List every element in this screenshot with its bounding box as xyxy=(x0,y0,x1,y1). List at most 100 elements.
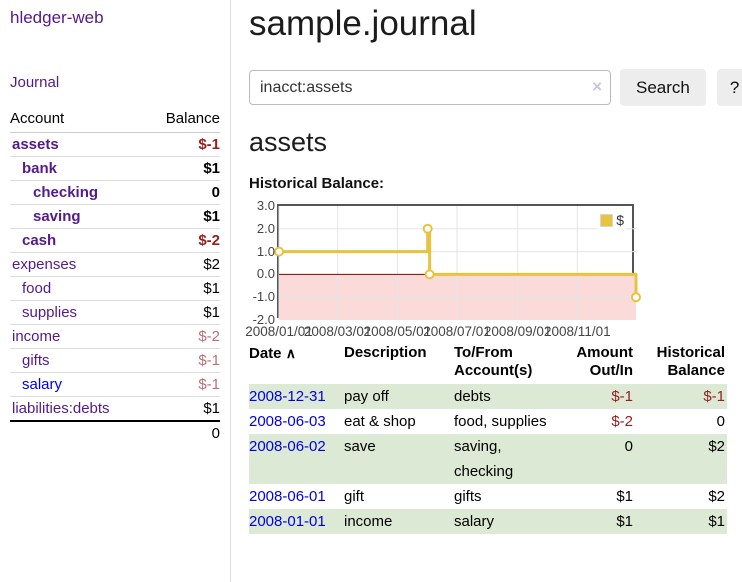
transaction-accounts: salary xyxy=(454,513,495,530)
search-input[interactable] xyxy=(249,70,611,105)
account-link-gifts[interactable]: gifts xyxy=(22,352,50,369)
main-content: sample.journal × Search ? assets Histori… xyxy=(231,0,742,582)
register-row: 2008-06-03 eat & shop food, supplies $-2… xyxy=(249,409,727,434)
chart-title: Historical Balance: xyxy=(249,175,385,192)
chart-canvas xyxy=(274,206,641,320)
sort-asc-icon: ∧ xyxy=(285,345,296,361)
transaction-description: eat & shop xyxy=(344,413,416,430)
account-balance: 0 xyxy=(145,180,220,205)
register-row: 2008-01-01 income salary $1 $1 xyxy=(249,509,727,534)
account-link-liabilities-debts[interactable]: liabilities:debts xyxy=(12,400,110,417)
transaction-accounts: gifts xyxy=(454,488,482,505)
account-link-bank[interactable]: bank xyxy=(22,160,58,177)
y-axis-tick-label: 1.0 xyxy=(256,243,275,259)
transaction-balance: $2 xyxy=(708,438,725,455)
x-axis-tick-label: 2008/07/01 xyxy=(423,324,491,339)
account-balance: $1 xyxy=(145,156,220,181)
transaction-balance: $-1 xyxy=(703,388,725,405)
account-link-cash[interactable]: cash xyxy=(22,232,57,249)
search-button[interactable]: Search xyxy=(620,69,706,106)
help-button[interactable]: ? xyxy=(716,69,742,106)
historical-balance-chart[interactable]: 3.0 2.0 1.0 0.0 -1.0 -2.0 2008/01/01 2008/03/01… xyxy=(245,198,641,339)
account-row: checking 0 xyxy=(10,180,220,205)
account-link-food[interactable]: food xyxy=(22,280,52,297)
search-box: × xyxy=(249,70,611,105)
account-link-salary[interactable]: salary xyxy=(22,376,63,393)
account-balance: $-2 xyxy=(145,228,220,253)
account-balance: $1 xyxy=(145,300,220,325)
account-link-expenses[interactable]: expenses xyxy=(12,256,77,273)
account-row: income $-2 xyxy=(10,324,220,349)
account-link-saving[interactable]: saving xyxy=(33,208,81,225)
account-balance: $1 xyxy=(145,276,220,301)
legend-swatch xyxy=(600,213,614,227)
transaction-amount: $1 xyxy=(616,513,633,530)
transaction-balance: $2 xyxy=(708,488,725,505)
register-header-balance: Historical Balance xyxy=(656,344,725,379)
account-row: food $1 xyxy=(10,276,220,301)
account-row: expenses $2 xyxy=(10,252,220,277)
x-axis-tick-label: 2008/01/01 xyxy=(245,324,313,339)
y-axis-tick-label: 0.0 xyxy=(256,266,275,282)
account-row: liabilities:debts $1 xyxy=(10,396,220,421)
clear-search-icon[interactable]: × xyxy=(592,77,602,96)
accounts-header-account: Account xyxy=(10,107,146,133)
account-link-income[interactable]: income xyxy=(12,328,61,345)
register-header-row: Date ∧ Description To/From Account(s) Am… xyxy=(249,344,727,384)
transaction-accounts: saving, checking xyxy=(454,438,514,480)
account-row: bank $1 xyxy=(10,156,220,181)
accounts-total-balance: 0 xyxy=(145,420,220,445)
register-header-date[interactable]: Date ∧ xyxy=(249,345,296,362)
accounts-table: Account Balance assets $-1 bank $1 check… xyxy=(10,107,220,445)
account-link-checking[interactable]: checking xyxy=(33,184,99,201)
accounts-total-row: 0 xyxy=(10,420,220,445)
legend-label: $ xyxy=(616,212,624,228)
account-balance: $1 xyxy=(145,396,220,421)
account-balance: $-1 xyxy=(145,372,220,397)
transaction-description: gift xyxy=(344,488,365,505)
register-header-description: Description xyxy=(344,344,427,361)
x-axis-tick-label: 2008/05/01 xyxy=(363,324,432,339)
register-row: 2008-06-01 gift gifts $1 $2 xyxy=(249,484,727,509)
transaction-description: save xyxy=(344,438,376,455)
transaction-date-link[interactable]: 2008-01-01 xyxy=(249,513,326,530)
transaction-accounts: debts xyxy=(454,388,491,405)
account-link-assets[interactable]: assets xyxy=(12,136,59,153)
accounts-header-row: Account Balance xyxy=(10,107,220,133)
account-balance: $-1 xyxy=(145,348,220,373)
transaction-amount: $-1 xyxy=(611,388,633,405)
transaction-date-link[interactable]: 2008-06-03 xyxy=(249,413,326,430)
x-axis-tick-label: 2008/11/01 xyxy=(544,324,611,339)
brand-link[interactable]: hledger-web xyxy=(10,8,104,27)
chart-legend: $ xyxy=(598,211,626,229)
y-axis-tick-label: -2.0 xyxy=(252,312,275,327)
account-link-supplies[interactable]: supplies xyxy=(22,304,78,321)
transaction-date-link[interactable]: 2008-12-31 xyxy=(249,388,326,405)
y-axis-tick-label: 3.0 xyxy=(256,198,275,213)
register-header-amount: Amount Out/In xyxy=(576,344,633,379)
register-row: 2008-12-31 pay off debts $-1 $-1 xyxy=(249,384,727,409)
transaction-amount: $-2 xyxy=(611,413,633,430)
transaction-accounts: food, supplies xyxy=(454,413,547,430)
transaction-description: income xyxy=(344,513,393,530)
transaction-amount: $1 xyxy=(616,488,633,505)
register-row: 2008-06-02 save saving, checking 0 $2 xyxy=(249,434,727,484)
search-bar: × Search ? xyxy=(249,69,742,106)
transaction-balance: 0 xyxy=(716,413,725,430)
register-table: Date ∧ Description To/From Account(s) Am… xyxy=(249,344,727,534)
nav-journal-link[interactable]: Journal xyxy=(10,74,60,91)
account-row: saving $1 xyxy=(10,204,220,229)
y-axis-tick-label: -1.0 xyxy=(252,289,275,305)
account-row: assets $-1 xyxy=(10,133,220,157)
account-balance: $-2 xyxy=(145,324,220,349)
transaction-date-link[interactable]: 2008-06-01 xyxy=(249,488,326,505)
accounts-header-balance: Balance xyxy=(145,107,220,133)
account-row: supplies $1 xyxy=(10,300,220,325)
transaction-balance: $1 xyxy=(708,513,725,530)
transaction-date-link[interactable]: 2008-06-02 xyxy=(249,438,326,455)
account-balance: $-1 xyxy=(198,136,220,153)
account-balance: $2 xyxy=(145,252,220,277)
account-row: cash $-2 xyxy=(10,228,220,253)
transaction-amount: 0 xyxy=(624,438,633,455)
